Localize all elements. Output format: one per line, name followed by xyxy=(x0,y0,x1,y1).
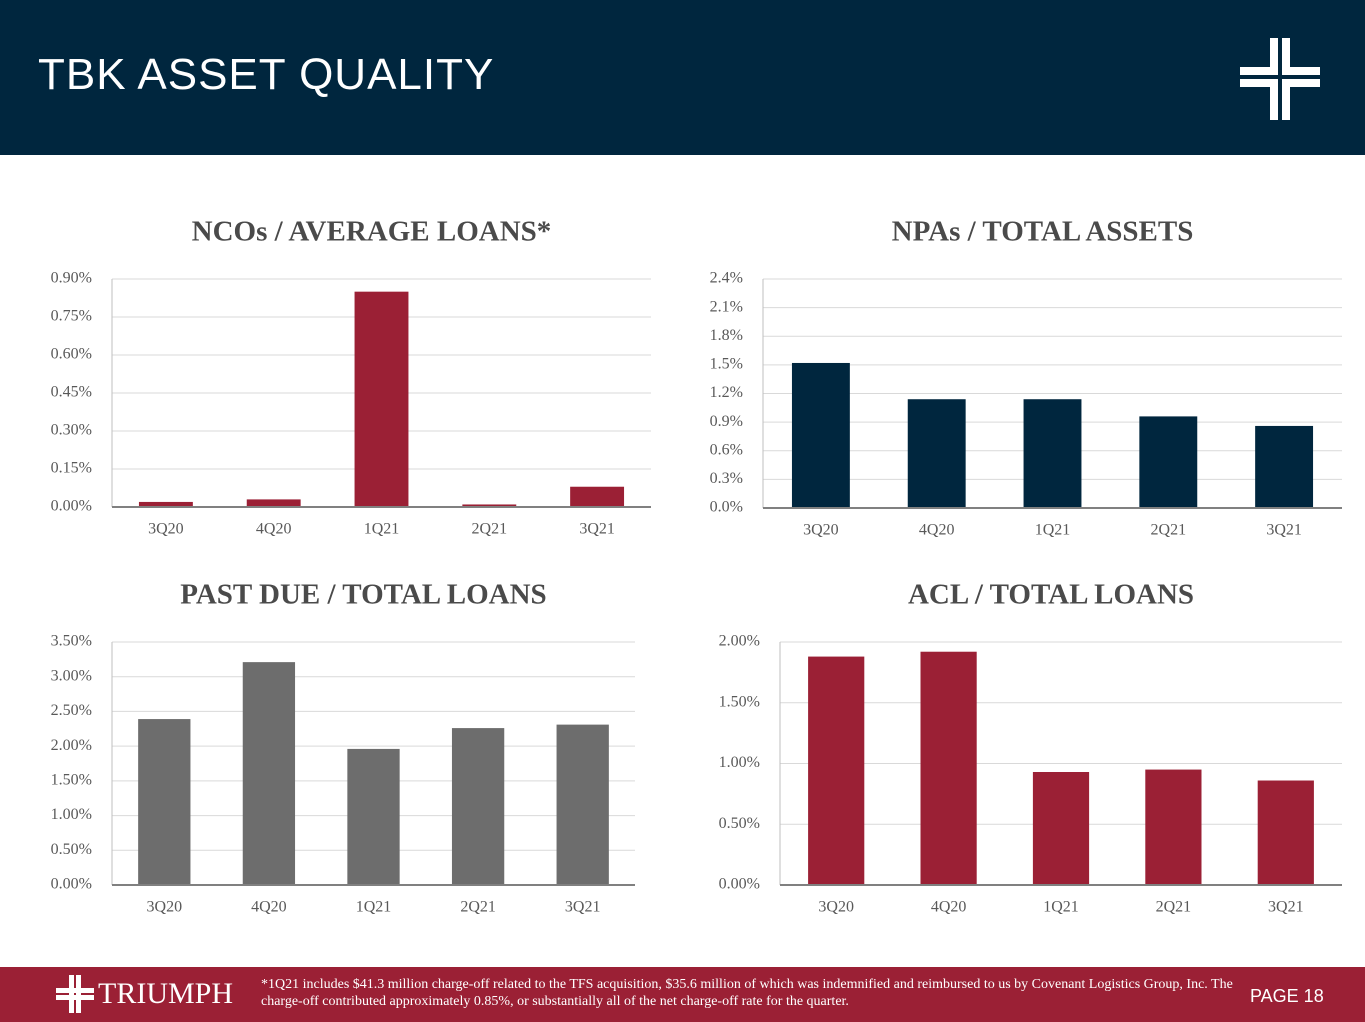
y-tick-label: 0.30% xyxy=(51,422,92,439)
bar xyxy=(242,662,296,885)
y-tick-label: 3.00% xyxy=(51,667,92,684)
y-tick-label: 0.15% xyxy=(51,460,92,477)
x-tick-label: 3Q21 xyxy=(579,521,615,538)
y-tick-label: 3.50% xyxy=(51,633,92,650)
y-tick-label: 1.50% xyxy=(51,772,92,789)
y-tick-label: 1.00% xyxy=(719,754,760,771)
bar xyxy=(1255,425,1314,508)
y-tick-label: 2.00% xyxy=(51,737,92,754)
x-tick-label: 4Q20 xyxy=(251,899,287,916)
logo xyxy=(1240,38,1320,120)
y-tick-label: 1.00% xyxy=(51,806,92,823)
x-tick-label: 3Q21 xyxy=(1266,522,1302,539)
y-tick-label: 0.00% xyxy=(719,876,760,893)
x-tick-label: 2Q21 xyxy=(460,899,496,916)
header-bar: TBK ASSET QUALITY xyxy=(0,0,1365,155)
y-tick-label: 0.00% xyxy=(51,498,92,515)
y-tick-label: 0.50% xyxy=(719,815,760,832)
x-tick-label: 4Q20 xyxy=(256,521,292,538)
brand-icon xyxy=(56,975,94,1013)
x-tick-label: 2Q21 xyxy=(1151,522,1187,539)
bar xyxy=(1032,772,1090,885)
y-tick-label: 2.4% xyxy=(710,270,743,287)
page-number: PAGE 18 xyxy=(1250,986,1324,1006)
y-tick-label: 0.9% xyxy=(710,413,743,430)
bar xyxy=(556,724,609,885)
x-tick-label: 3Q20 xyxy=(818,899,854,916)
chart-title: NPAs / TOTAL ASSETS xyxy=(892,216,1194,248)
x-tick-label: 3Q21 xyxy=(565,899,601,916)
bar xyxy=(451,728,505,885)
x-tick-label: 3Q20 xyxy=(148,521,184,538)
x-tick-label: 2Q21 xyxy=(1156,899,1192,916)
bar xyxy=(1257,780,1314,885)
charts: NCOs / AVERAGE LOANS* 0.00% 0.15% 0.30% 0.45… xyxy=(51,216,1342,916)
brand-name: TRIUMPH xyxy=(98,977,234,1010)
x-tick-label: 4Q20 xyxy=(919,522,955,539)
bar xyxy=(808,656,865,885)
x-tick-label: 1Q21 xyxy=(356,899,392,916)
bar xyxy=(570,486,625,507)
y-tick-label: 0.50% xyxy=(51,841,92,858)
x-tick-label: 4Q20 xyxy=(931,899,967,916)
y-tick-label: 1.50% xyxy=(719,693,760,710)
x-tick-label: 2Q21 xyxy=(472,521,508,538)
bar xyxy=(138,719,191,885)
x-tick-label: 1Q21 xyxy=(1035,522,1071,539)
y-tick-label: 1.2% xyxy=(710,384,743,401)
y-tick-label: 0.45% xyxy=(51,384,92,401)
footer-bar: TRIUMPH *1Q21 includes $41.3 million cha… xyxy=(0,967,1365,1022)
bar xyxy=(138,501,193,507)
y-tick-label: 2.00% xyxy=(719,633,760,650)
y-tick-label: 0.90% xyxy=(51,270,92,287)
bar xyxy=(920,651,977,885)
bar xyxy=(907,399,966,508)
x-tick-label: 3Q20 xyxy=(147,899,183,916)
chart-title: PAST DUE / TOTAL LOANS xyxy=(180,579,546,611)
footnote: *1Q21 includes $41.3 million charge-off … xyxy=(261,977,1233,1009)
bar xyxy=(354,291,409,507)
x-tick-label: 3Q21 xyxy=(1268,899,1304,916)
bar xyxy=(791,362,850,508)
y-tick-label: 2.50% xyxy=(51,702,92,719)
y-tick-label: 0.60% xyxy=(51,346,92,363)
bar xyxy=(347,748,400,885)
y-tick-label: 0.3% xyxy=(710,470,743,487)
y-tick-label: 0.6% xyxy=(710,441,743,458)
bar xyxy=(246,499,301,507)
x-tick-label: 3Q20 xyxy=(803,522,839,539)
chart-title: ACL / TOTAL LOANS xyxy=(908,579,1194,611)
y-tick-label: 1.5% xyxy=(710,356,743,373)
x-tick-label: 1Q21 xyxy=(364,521,400,538)
y-tick-label: 2.1% xyxy=(710,298,743,315)
slide-title: TBK ASSET QUALITY xyxy=(38,50,495,99)
y-tick-label: 1.8% xyxy=(710,327,743,344)
y-tick-label: 0.75% xyxy=(51,308,92,325)
bar xyxy=(462,504,517,507)
y-tick-label: 0.0% xyxy=(710,499,743,516)
bar xyxy=(1023,399,1082,508)
chart-title: NCOs / AVERAGE LOANS* xyxy=(192,216,552,248)
x-tick-label: 1Q21 xyxy=(1043,899,1079,916)
y-tick-label: 0.00% xyxy=(51,876,92,893)
bar xyxy=(1145,769,1202,885)
bar xyxy=(1139,416,1198,508)
